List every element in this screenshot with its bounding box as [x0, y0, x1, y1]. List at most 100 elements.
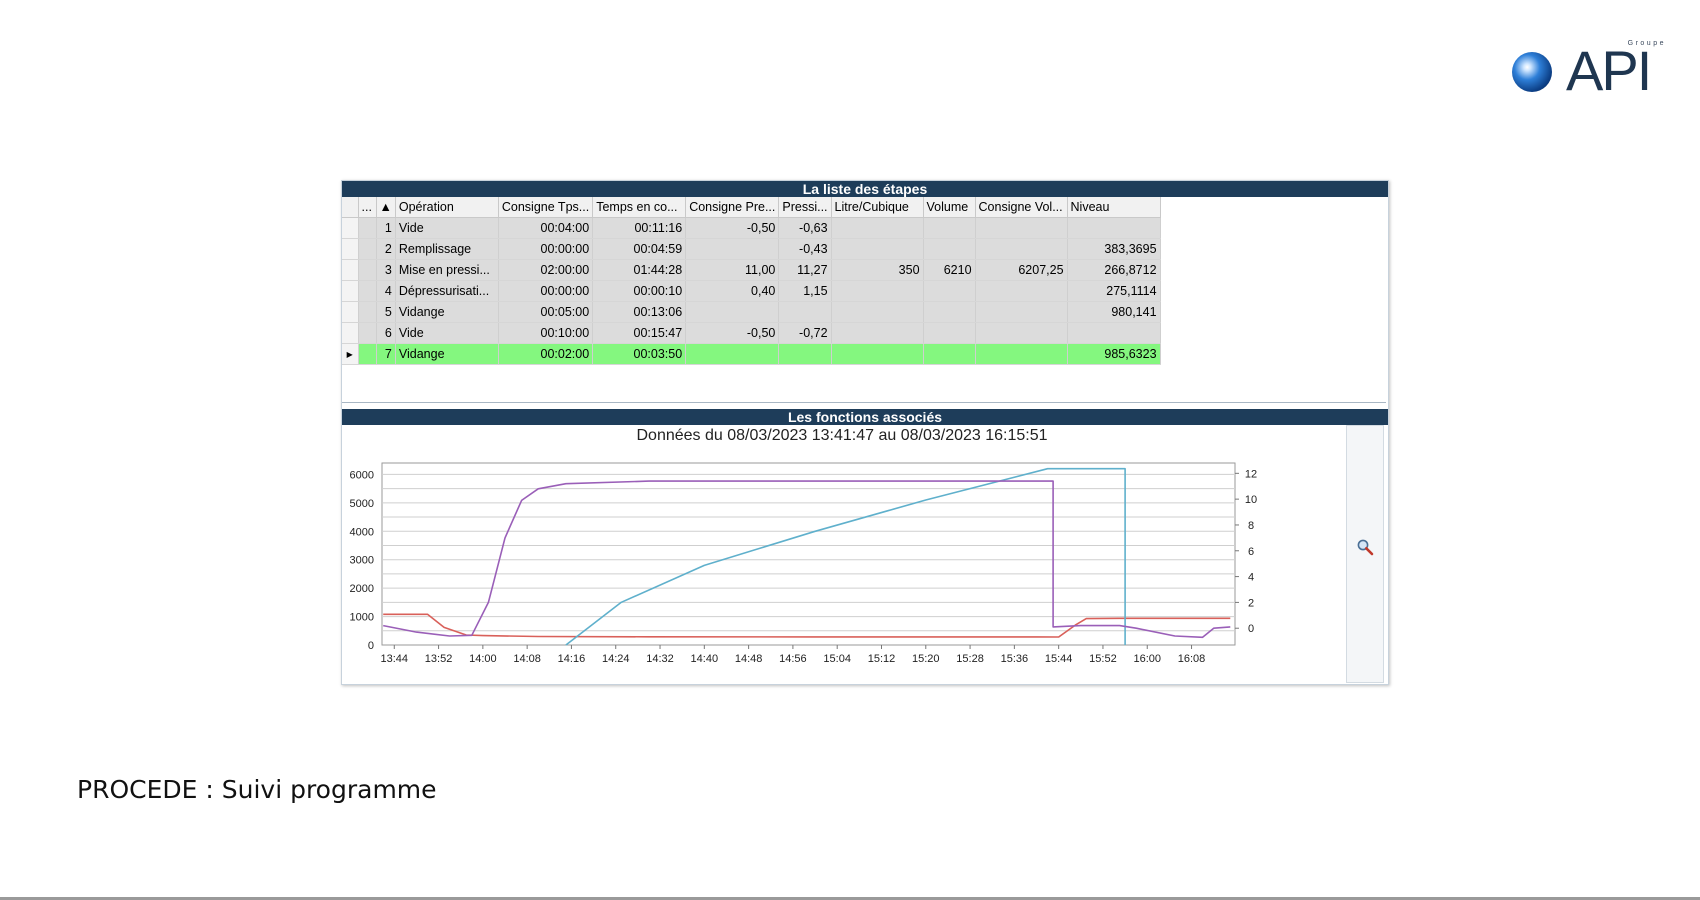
row-pointer-icon[interactable]	[342, 322, 359, 344]
grid-cell-num: 4	[376, 280, 396, 302]
grid-cell-operation: Vide	[395, 322, 499, 344]
row-pointer-icon[interactable]	[342, 280, 359, 302]
grid-cell-volume	[923, 322, 976, 344]
plot-area	[381, 462, 1236, 646]
grid-cell-num: 6	[376, 322, 396, 344]
x-tick-label: 16:08	[1178, 653, 1206, 665]
grid-cell-blank	[358, 322, 377, 344]
grid-header-selector	[342, 197, 359, 218]
grid-cell-num: 5	[376, 301, 396, 323]
grid-header-sort[interactable]: ▲	[376, 197, 396, 218]
row-pointer-icon[interactable]: ▶	[342, 343, 359, 365]
steps-grid-container[interactable]: ... ▲ Opération Consigne Tps... Temps en…	[342, 197, 1386, 403]
y-right-tick-label: 8	[1248, 520, 1254, 532]
grid-cell-num: 1	[376, 217, 396, 239]
grid-cell-operation: Vide	[395, 217, 499, 239]
y-left-tick-label: 5000	[350, 498, 374, 510]
x-tick-label: 13:52	[425, 653, 453, 665]
grid-cell-pression: 11,27	[778, 259, 832, 281]
grid-header-litre[interactable]: Litre/Cubique	[831, 197, 924, 218]
x-tick-label: 15:12	[868, 653, 896, 665]
y-left-tick-label: 6000	[350, 469, 374, 481]
row-pointer-icon[interactable]	[342, 301, 359, 323]
logo-text: API	[1566, 39, 1652, 102]
grid-header-index[interactable]: ...	[358, 197, 377, 218]
grid-header-consigne-vol[interactable]: Consigne Vol...	[975, 197, 1068, 218]
grid-cell-consigne-tps: 00:04:00	[498, 217, 594, 239]
grid-cell-volume	[923, 238, 976, 260]
grid-cell-blank	[358, 238, 377, 260]
grid-header-volume[interactable]: Volume	[923, 197, 976, 218]
y-left-tick-label: 4000	[350, 526, 374, 538]
x-tick-label: 13:44	[381, 653, 409, 665]
grid-cell-pression	[778, 301, 832, 323]
grid-cell-niveau: 383,3695	[1067, 238, 1161, 260]
y-left-tick-label: 1000	[350, 612, 374, 624]
x-tick-label: 14:40	[691, 653, 719, 665]
grid-cell-blank	[358, 343, 377, 365]
grid-cell-litre	[831, 238, 924, 260]
y-left-tick-label: 2000	[350, 583, 374, 595]
grid-cell-niveau: 275,1114	[1067, 280, 1161, 302]
grid-cell-pression	[778, 343, 832, 365]
grid-cell-litre	[831, 280, 924, 302]
row-pointer-icon[interactable]	[342, 217, 359, 239]
slide-caption: PROCEDE : Suivi programme	[77, 775, 437, 804]
y-right-tick-label: 2	[1248, 597, 1254, 609]
x-tick-label: 14:48	[735, 653, 763, 665]
grid-cell-consigne-vol	[975, 322, 1068, 344]
x-tick-label: 15:52	[1089, 653, 1117, 665]
x-tick-label: 14:16	[558, 653, 586, 665]
series-line-3	[383, 480, 1231, 639]
grid-row[interactable]: 6 Vide 00:10:00 00:15:47 -0,50 -0,72	[342, 322, 1161, 344]
grid-row[interactable]: 3 Mise en pressi... 02:00:00 01:44:28 11,00 1…	[342, 259, 1161, 281]
grid-cell-consigne-vol	[975, 343, 1068, 365]
row-pointer-icon[interactable]	[342, 259, 359, 281]
grid-header-operation[interactable]: Opération	[395, 197, 499, 218]
grid-row[interactable]: 4 Dépressurisati... 00:00:00 00:00:10 0,40 1,…	[342, 280, 1161, 302]
y-right-tick-label: 12	[1245, 468, 1257, 480]
grid-header-pression[interactable]: Pressi...	[778, 197, 832, 218]
grid-cell-temps: 00:15:47	[592, 322, 687, 344]
grid-cell-pression: -0,63	[778, 217, 832, 239]
slide-bottom-border	[0, 897, 1700, 900]
grid-cell-temps: 00:00:10	[592, 280, 687, 302]
grid-cell-consigne-pre: 0,40	[685, 280, 780, 302]
grid-cell-consigne-vol	[975, 301, 1068, 323]
y-left-tick-label: 0	[368, 640, 374, 652]
grid-cell-litre	[831, 343, 924, 365]
logo-groupe-text: Groupe	[1627, 40, 1666, 47]
grid-row[interactable]: 5 Vidange 00:05:00 00:13:06 980,141	[342, 301, 1161, 323]
grid-cell-consigne-vol	[975, 238, 1068, 260]
grid-cell-volume	[923, 280, 976, 302]
grid-cell-temps: 00:03:50	[592, 343, 687, 365]
chart-title: Données du 08/03/2023 13:41:47 au 08/03/…	[636, 427, 1048, 444]
chart-tool-panel	[1346, 425, 1384, 683]
y-right-tick-label: 0	[1248, 623, 1254, 635]
grid-cell-pression: -0,72	[778, 322, 832, 344]
x-tick-label: 16:00	[1133, 653, 1161, 665]
series-line-1	[383, 613, 1231, 638]
grid-header-temps[interactable]: Temps en co...	[592, 197, 687, 218]
grid-cell-consigne-pre	[685, 238, 780, 260]
grid-cell-operation: Dépressurisati...	[395, 280, 499, 302]
magnifier-icon[interactable]	[1356, 538, 1374, 556]
grid-row[interactable]: 1 Vide 00:04:00 00:11:16 -0,50 -0,63	[342, 217, 1161, 239]
grid-cell-num: 3	[376, 259, 396, 281]
x-tick-label: 14:24	[602, 653, 630, 665]
grid-cell-temps: 00:04:59	[592, 238, 687, 260]
grid-header-niveau[interactable]: Niveau	[1067, 197, 1161, 218]
row-pointer-icon[interactable]	[342, 238, 359, 260]
grid-cell-operation: Vidange	[395, 343, 499, 365]
process-chart[interactable]: 0 1000 2000 3000 4000 5000 6000 0 2 4 6 8 10 12 13:44 1…	[342, 445, 1342, 681]
grid-cell-volume	[923, 217, 976, 239]
grid-cell-niveau: 980,141	[1067, 301, 1161, 323]
grid-row[interactable]: ▶ 7 Vidange 00:02:00 00:03:50 985,6323	[342, 343, 1161, 365]
grid-cell-num: 2	[376, 238, 396, 260]
grid-cell-pression: 1,15	[778, 280, 832, 302]
company-logo: Groupe API	[1508, 38, 1668, 106]
logo-globe-icon	[1512, 52, 1552, 92]
grid-row[interactable]: 2 Remplissage 00:00:00 00:04:59 -0,43 383,369…	[342, 238, 1161, 260]
grid-header-consigne-tps[interactable]: Consigne Tps...	[498, 197, 594, 218]
grid-header-consigne-pre[interactable]: Consigne Pre...	[685, 197, 780, 218]
